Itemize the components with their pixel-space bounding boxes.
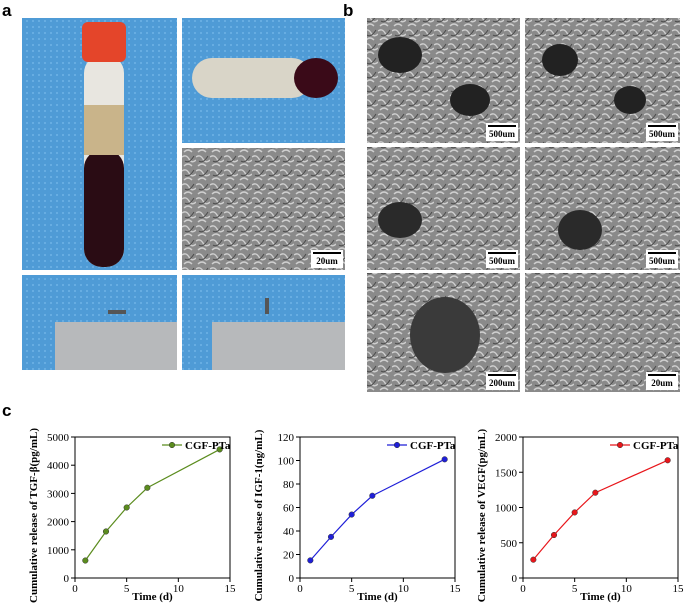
data-point xyxy=(82,557,89,564)
y-tick-label: 100 xyxy=(278,456,295,468)
photo-ruler xyxy=(182,275,345,370)
data-point xyxy=(348,511,355,518)
data-point xyxy=(123,504,130,511)
data-point xyxy=(369,492,376,499)
data-point xyxy=(550,531,558,539)
data-point xyxy=(530,556,537,563)
legend-marker xyxy=(168,441,176,449)
series-line xyxy=(309,458,445,561)
x-axis-label: Time (d) xyxy=(580,591,621,603)
x-tick-label: 10 xyxy=(398,583,410,595)
plot-frame xyxy=(299,436,456,579)
y-tick-label: 2000 xyxy=(495,432,518,444)
sem-image xyxy=(182,148,345,270)
scale-bar-box xyxy=(646,123,678,141)
legend-marker xyxy=(616,441,624,449)
series-line xyxy=(532,459,668,561)
y-tick-label: 3000 xyxy=(47,488,70,500)
y-tick-label: 0 xyxy=(512,573,518,585)
scale-bar-box xyxy=(646,372,678,390)
plot-frame xyxy=(74,436,231,579)
photo-tube xyxy=(22,18,177,270)
data-point xyxy=(144,484,151,491)
y-tick-label: 80 xyxy=(283,479,295,491)
x-axis-label: Time (d) xyxy=(357,591,398,603)
scale-bar-label: 20um xyxy=(316,256,338,266)
scale-bar-label: 500um xyxy=(489,129,516,139)
x-axis-label: Time (d) xyxy=(132,591,173,603)
scale-bar-label: 200um xyxy=(489,378,516,388)
y-tick-label: 20 xyxy=(283,550,295,562)
y-axis-label: Cumulative release of IGF-1(ng/mL) xyxy=(253,429,265,601)
panel-label: c xyxy=(2,401,11,420)
data-point xyxy=(664,457,671,464)
x-tick-label: 5 xyxy=(124,583,130,595)
x-tick-label: 0 xyxy=(520,583,526,595)
y-tick-label: 60 xyxy=(283,503,295,515)
y-tick-label: 0 xyxy=(289,573,295,585)
x-tick-label: 5 xyxy=(349,583,355,595)
y-tick-label: 120 xyxy=(278,432,295,444)
plot-frame xyxy=(522,436,679,579)
data-point xyxy=(307,557,314,564)
scale-bar-label: 500um xyxy=(489,256,516,266)
photo-ruler xyxy=(22,275,177,370)
x-tick-label: 0 xyxy=(72,583,78,595)
scale-bar-box xyxy=(486,250,518,268)
panel-label: a xyxy=(2,1,12,20)
sem-grid xyxy=(367,18,680,392)
data-point xyxy=(216,446,223,453)
y-tick-label: 1000 xyxy=(495,503,518,515)
y-axis-label: Cumulative release of TGF-β(pg/mL) xyxy=(28,428,40,603)
y-tick-label: 5000 xyxy=(47,432,70,444)
scale-bar-label: 500um xyxy=(649,129,676,139)
data-point xyxy=(571,509,578,516)
y-tick-label: 4000 xyxy=(47,460,70,472)
scale-bar-label: 500um xyxy=(649,256,676,266)
scale-bar-box xyxy=(486,372,518,390)
data-point xyxy=(102,528,110,535)
x-tick-label: 5 xyxy=(572,583,578,595)
series-line xyxy=(84,448,220,561)
y-tick-label: 500 xyxy=(501,538,518,550)
data-point xyxy=(592,489,599,496)
scale-bar-label: 20um xyxy=(651,378,673,388)
scale-bar-box xyxy=(646,250,678,268)
legend-label: CGF-PTa xyxy=(185,440,231,452)
scale-bar-box xyxy=(311,250,343,268)
data-point xyxy=(441,456,448,463)
panel-label: b xyxy=(343,1,353,20)
legend-label: CGF-PTa xyxy=(410,440,456,452)
y-tick-label: 1500 xyxy=(495,467,518,479)
x-tick-label: 15 xyxy=(225,583,237,595)
y-tick-label: 2000 xyxy=(47,517,70,529)
y-tick-label: 40 xyxy=(283,526,295,538)
x-tick-label: 10 xyxy=(173,583,185,595)
x-tick-label: 15 xyxy=(450,583,462,595)
x-tick-label: 15 xyxy=(673,583,685,595)
legend-label: CGF-PTa xyxy=(633,440,679,452)
scale-bar-box xyxy=(486,123,518,141)
data-point xyxy=(327,533,335,540)
photo-clot xyxy=(182,18,345,143)
x-tick-label: 10 xyxy=(621,583,633,595)
legend-marker xyxy=(393,441,401,449)
y-tick-label: 0 xyxy=(64,573,70,585)
y-axis-label: Cumulative release of VEGF(pg/mL) xyxy=(476,428,488,602)
x-tick-label: 0 xyxy=(297,583,303,595)
y-tick-label: 1000 xyxy=(47,545,70,557)
